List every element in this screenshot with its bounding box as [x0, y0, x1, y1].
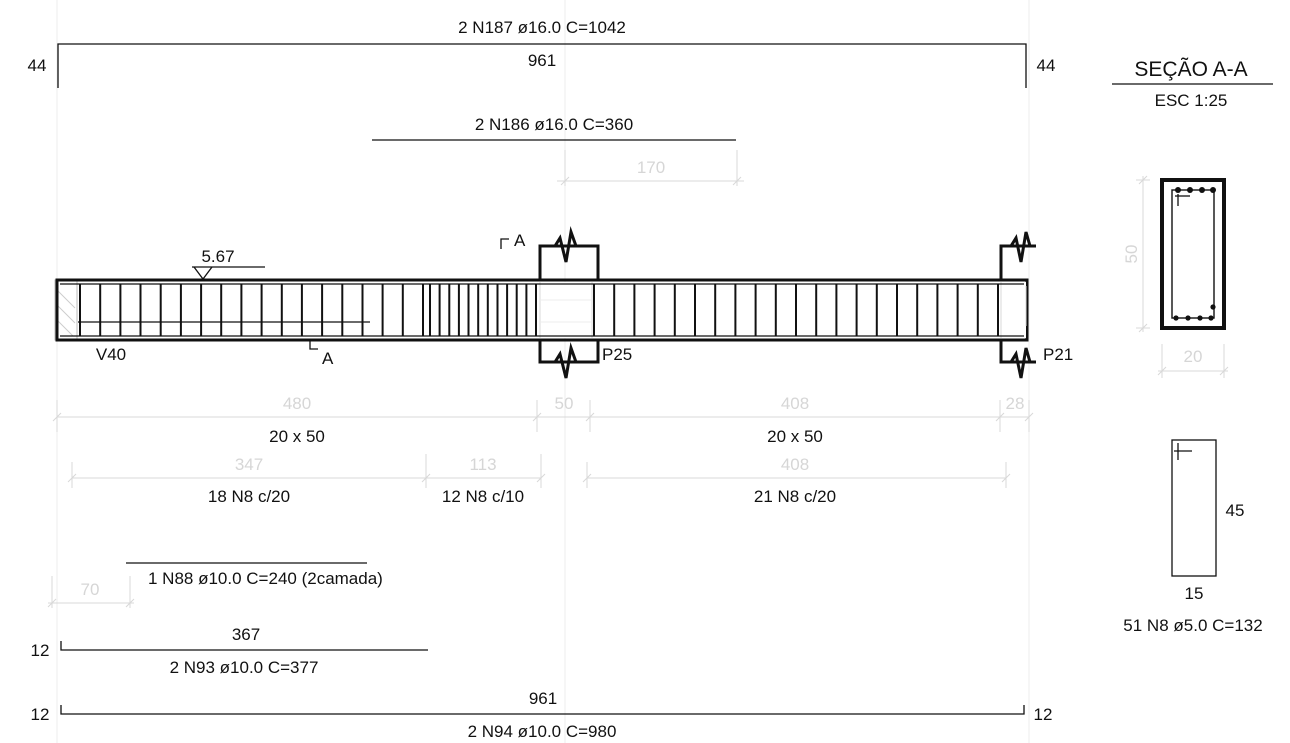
bar-n94: 961 12 12 2 N94 ø10.0 C=980 — [31, 689, 1053, 741]
bar-n94-hook-left: 12 — [31, 705, 50, 724]
section-height: 50 — [1122, 245, 1141, 264]
bar-n187-hook-right: 44 — [1037, 56, 1056, 75]
span2-length: 408 — [781, 394, 809, 413]
construction-lines — [56, 0, 1030, 743]
span-dimensions: 480 50 408 28 20 x 50 20 x 50 — [52, 394, 1034, 446]
section-title: SEÇÃO A-A — [1134, 57, 1247, 81]
span1-length: 480 — [283, 394, 311, 413]
pillar-p21-label: P21 — [1043, 345, 1073, 364]
section-scale: ESC 1:25 — [1155, 91, 1228, 110]
stirrup-detail-height: 45 — [1226, 501, 1245, 520]
beam-elevation: 5.67 A A V40 P25 P21 — [54, 226, 1073, 379]
bar-n93: 367 12 2 N93 ø10.0 C=377 — [31, 625, 428, 677]
bar-n187-length: 961 — [528, 51, 556, 70]
bar-n93-hook-left: 12 — [31, 641, 50, 660]
bar-n94-label: 2 N94 ø10.0 C=980 — [468, 722, 617, 741]
stirrup-zone1-label: 18 N8 c/20 — [208, 487, 290, 506]
stirrup-detail-label: 51 N8 ø5.0 C=132 — [1123, 616, 1262, 635]
stirrup-detail: 45 15 51 N8 ø5.0 C=132 — [1123, 439, 1263, 635]
section-a-a: SEÇÃO A-A ESC 1:25 50 20 — [1112, 57, 1273, 378]
stirrup-zone1-length: 347 — [235, 455, 263, 474]
support-v40-label: V40 — [96, 345, 126, 364]
bar-n186: 2 N186 ø16.0 C=360 170 — [372, 115, 744, 186]
bar-n93-length: 367 — [232, 625, 260, 644]
section-marker-top: A — [514, 231, 526, 250]
bar-n94-hook-right: 12 — [1034, 705, 1053, 724]
stirrup-zone3-label: 21 N8 c/20 — [754, 487, 836, 506]
pillar-width: 50 — [555, 394, 574, 413]
stirrup-zone2-length: 113 — [469, 455, 496, 474]
bar-n93-label: 2 N93 ø10.0 C=377 — [170, 658, 319, 677]
stirrup-dimensions: 347 113 408 18 N8 c/20 12 N8 c/10 21 N8 … — [67, 454, 1011, 506]
bar-n186-length: 170 — [637, 158, 665, 177]
bar-n187: 2 N187 ø16.0 C=1042 961 44 44 — [28, 18, 1056, 88]
bar-n187-hook-left: 44 — [28, 56, 47, 75]
bar-n88-length: 70 — [81, 580, 100, 599]
bar-n88: 70 1 N88 ø10.0 C=240 (2camada) — [47, 562, 383, 608]
end-width: 28 — [1006, 394, 1025, 413]
section-rebar-dots — [1173, 187, 1216, 321]
bar-n187-label: 2 N187 ø16.0 C=1042 — [458, 18, 626, 37]
span2-section: 20 x 50 — [767, 427, 823, 446]
beam-level-label: 5.67 — [201, 247, 234, 266]
stirrup-detail-width: 15 — [1185, 584, 1204, 603]
stirrup-zone3-length: 408 — [781, 455, 809, 474]
stirrup-zone2-label: 12 N8 c/10 — [442, 487, 524, 506]
bar-n94-length: 961 — [529, 689, 557, 708]
beam-stirrups — [79, 284, 999, 336]
section-width: 20 — [1184, 347, 1203, 366]
span1-section: 20 x 50 — [269, 427, 325, 446]
bar-n186-label: 2 N186 ø16.0 C=360 — [475, 115, 633, 134]
pillar-p25-label: P25 — [602, 345, 632, 364]
section-marker-bottom: A — [322, 349, 334, 368]
bar-n88-label: 1 N88 ø10.0 C=240 (2camada) — [148, 569, 383, 588]
